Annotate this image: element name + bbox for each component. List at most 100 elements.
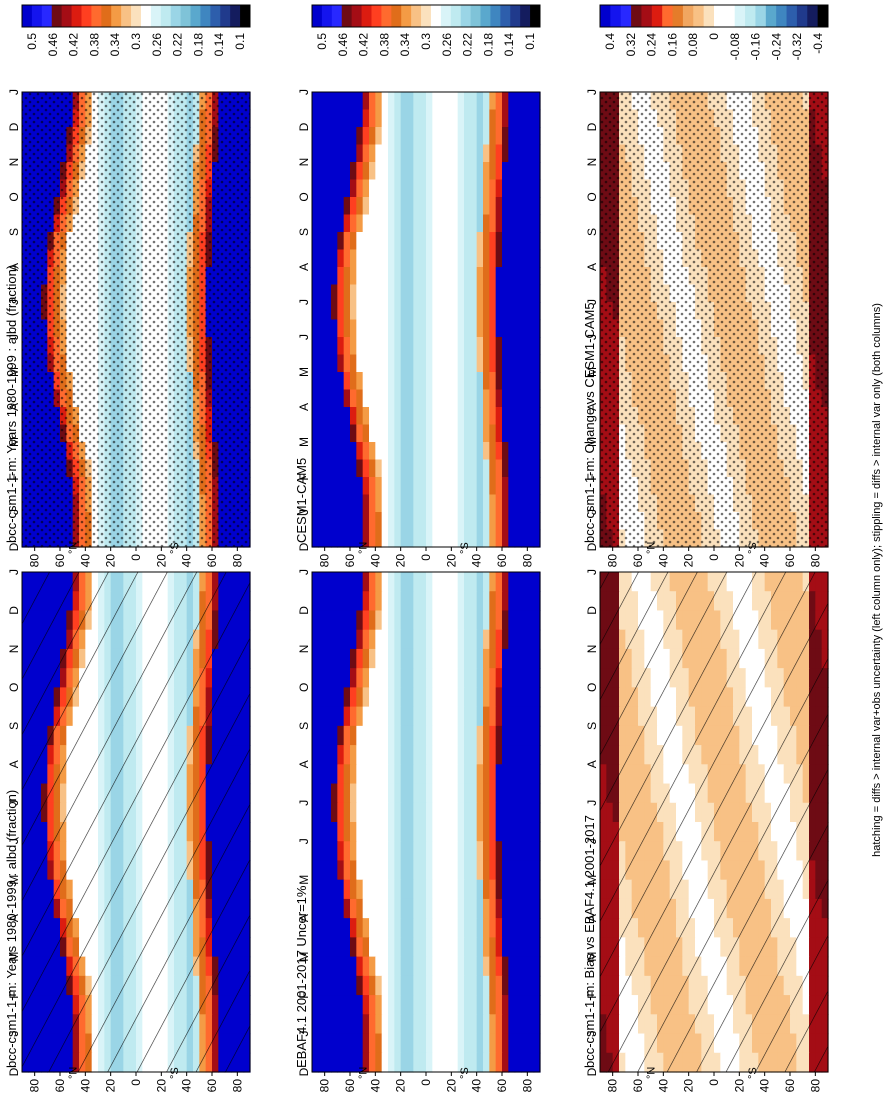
heatmap-cell <box>369 1014 376 1035</box>
heatmap-cell <box>432 459 440 478</box>
y-tick-label: 0 <box>707 1079 721 1086</box>
heatmap-cell <box>369 937 376 958</box>
panel-p4: 80 60 40 20 0 20 40 60 80°N °SDJFMAMJJASONDJCESM1… <box>294 4 541 568</box>
heatmap-cell <box>350 898 357 919</box>
heatmap-cell <box>381 407 389 426</box>
heatmap-cell <box>407 459 414 478</box>
heatmap-cell <box>375 725 383 746</box>
heatmap-cell <box>324 725 332 746</box>
heatmap-cell <box>331 822 338 842</box>
heatmap-cell <box>489 529 497 548</box>
heatmap-cell <box>495 956 503 977</box>
heatmap-cell <box>533 214 541 233</box>
heatmap-cell <box>476 725 484 746</box>
heatmap-cell <box>356 319 364 338</box>
heatmap-cell <box>312 214 319 233</box>
heatmap-cell <box>514 937 522 958</box>
heatmap-cell <box>343 764 351 785</box>
heatmap-cell <box>413 687 421 708</box>
heatmap-cell <box>350 822 357 842</box>
heatmap-cell <box>438 572 446 592</box>
y-tick-label: 60 <box>343 1079 357 1093</box>
heatmap-cell <box>381 572 389 592</box>
heatmap-cell <box>350 975 357 996</box>
heatmap-cell <box>419 956 427 977</box>
heatmap-cell <box>362 822 370 842</box>
heatmap-cell <box>489 162 497 181</box>
heatmap-cell <box>521 109 528 128</box>
heatmap-cell <box>312 687 319 708</box>
heatmap-cell <box>419 92 427 111</box>
y-tick-label: 60 <box>53 554 67 568</box>
heatmap-cell <box>419 937 427 958</box>
heatmap-cell <box>407 407 414 426</box>
heatmap-cell <box>413 822 421 842</box>
heatmap-cell <box>527 144 535 163</box>
colorbar-tick-label: 0.5 <box>25 33 39 50</box>
x-tick-label: M <box>297 367 311 377</box>
heatmap-cell <box>514 302 522 321</box>
heatmap-cell <box>350 459 357 478</box>
heatmap-cell <box>489 860 497 881</box>
heatmap-cell <box>483 802 490 823</box>
heatmap-cell <box>350 442 357 461</box>
heatmap-cell <box>432 162 440 181</box>
heatmap-cell <box>331 162 338 181</box>
heatmap-cell <box>331 879 338 900</box>
heatmap-cell <box>356 764 364 785</box>
heatmap-cell <box>426 1014 433 1035</box>
heatmap-cell <box>343 92 351 111</box>
y-tick-label: 20 <box>394 554 408 568</box>
heatmap-cell <box>394 407 402 426</box>
heatmap-cell <box>375 302 383 321</box>
heatmap-cell <box>407 610 414 631</box>
heatmap-cell <box>533 267 541 286</box>
heatmap-cell <box>388 354 395 373</box>
heatmap-cell <box>343 937 351 958</box>
heatmap-cell <box>362 1014 370 1035</box>
heatmap-cell <box>470 591 478 612</box>
heatmap-cell <box>419 610 427 631</box>
heatmap-cell <box>457 764 465 785</box>
heatmap-cell <box>508 629 516 650</box>
heatmap-cell <box>337 249 345 268</box>
heatmap-cell <box>451 477 459 496</box>
heatmap-cell <box>495 197 503 216</box>
colorbar-swatch <box>81 5 92 27</box>
heatmap-cell <box>483 442 490 461</box>
heatmap-cell <box>438 424 446 443</box>
heatmap-cell <box>508 267 516 286</box>
heatmap-cell <box>464 937 471 958</box>
heatmap-cell <box>337 572 345 592</box>
heatmap-cell <box>419 162 427 181</box>
heatmap-cell <box>451 898 459 919</box>
heatmap-cell <box>476 459 484 478</box>
x-tick-label: O <box>585 683 599 692</box>
heatmap-cell <box>356 706 364 727</box>
heatmap-cell <box>438 232 446 251</box>
heatmap-cell <box>426 937 433 958</box>
y-tick-label: 0 <box>419 1079 433 1086</box>
heatmap-cell <box>343 783 351 804</box>
heatmap-cell <box>438 372 446 391</box>
heatmap-cell <box>451 725 459 746</box>
heatmap-cell <box>476 372 484 391</box>
heatmap-cell <box>457 232 465 251</box>
heatmap-cell <box>438 860 446 881</box>
heatmap-cell <box>381 783 389 804</box>
heatmap-cell <box>362 918 370 938</box>
heatmap-cell <box>394 629 402 650</box>
heatmap-cell <box>356 389 364 408</box>
heatmap-cell <box>381 232 389 251</box>
heatmap-cell <box>514 179 522 198</box>
heatmap-cell <box>419 648 427 669</box>
heatmap-cell <box>407 389 414 408</box>
heatmap-cell <box>419 529 427 548</box>
heatmap-cell <box>502 127 509 146</box>
heatmap-cell <box>350 802 357 823</box>
heatmap-cell <box>451 337 459 356</box>
x-tick-label: J <box>7 334 21 340</box>
heatmap-cell <box>489 407 497 426</box>
heatmap-cell <box>432 477 440 496</box>
heatmap-cell <box>350 591 357 612</box>
